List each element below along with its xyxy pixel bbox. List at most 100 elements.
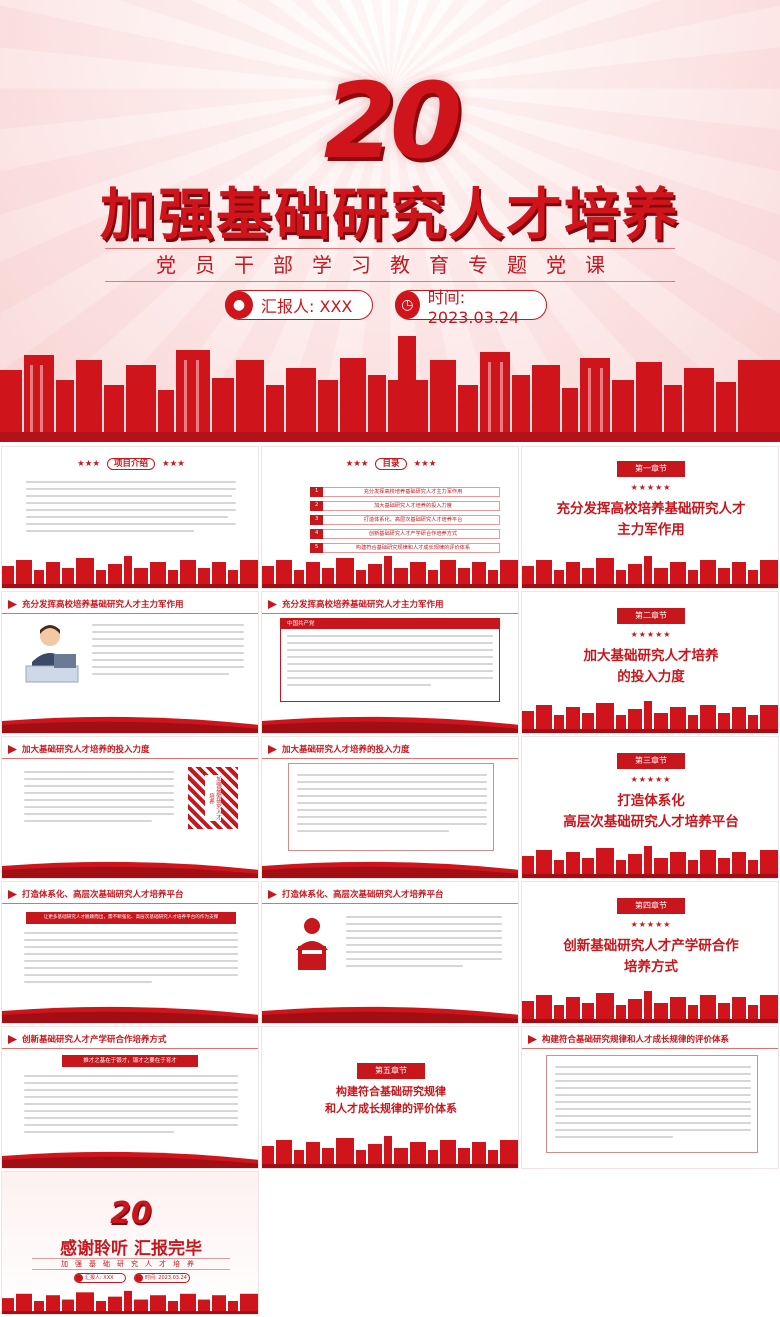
- party-text-box: 中国共产党: [280, 618, 500, 702]
- toc-item-number: 1: [310, 487, 324, 498]
- ending-title: 感谢聆听 汇报完毕: [60, 1239, 202, 1259]
- tile-wave: [262, 716, 518, 733]
- slide-content-2a[interactable]: 加大基础研究人才培养的投入力度 加强基础研究人才培养: [1, 736, 259, 879]
- tile-skyline: [522, 991, 778, 1023]
- cover-number: 20: [323, 60, 463, 182]
- chapter-title: 创新基础研究人才产学研合作 培养方式: [522, 936, 778, 978]
- clock-icon: ◷: [395, 291, 420, 319]
- note-text-box: [288, 763, 494, 851]
- slide-ending[interactable]: 20 感谢聆听 汇报完毕 加强基础研究人才培养 汇报人: XXX 时间: 202…: [1, 1171, 259, 1315]
- cooperation-callout: 推才之基在于锻才，锻才之要在于育才: [62, 1055, 198, 1067]
- chapter-title-line: 和人才成长规律的评价体系: [325, 1102, 457, 1115]
- chapter-title-line: 的投入力度: [617, 669, 685, 685]
- cover-subtitle-frame: 党员干部学习教育专题党课: [105, 248, 675, 282]
- tile-wave: [2, 1006, 258, 1023]
- city-skyline: [0, 336, 780, 442]
- slide-heading: 充分发挥高校培养基础研究人才主力军作用: [2, 596, 258, 614]
- party-box-text: [287, 635, 493, 691]
- slide-content-4a[interactable]: 创新基础研究人才产学研合作培养方式 推才之基在于锻才，锻才之要在于育才: [1, 1026, 259, 1169]
- toc-item[interactable]: 2 加大基础研究人才培养的投入力度: [310, 501, 500, 512]
- chapter-title-line: 创新基础研究人才产学研合作: [563, 938, 739, 954]
- chapter-badge: 第二章节: [617, 608, 685, 624]
- toc-item[interactable]: 4 创新基础研究人才产学研合作培养方式: [310, 529, 500, 540]
- intro-body-text: [26, 481, 236, 537]
- chapter-title-line: 培养方式: [624, 959, 678, 975]
- slide-toc[interactable]: ★★★ 目录 ★★★ 1 充分发挥高校培养基础研究人才主力军作用 2 加大基础研究人…: [261, 446, 519, 589]
- toc-item-number: 2: [310, 501, 324, 512]
- slide-heading: 打造体系化、高层次基础研究人才培养平台: [2, 886, 258, 904]
- toc-stars-right: ★★★: [413, 459, 437, 469]
- tile-wave: [2, 716, 258, 733]
- toc-item-number: 4: [310, 529, 324, 540]
- toc-item-text: 加大基础研究人才培养的投入力度: [374, 503, 452, 509]
- slide-chapter-2[interactable]: 第二章节 ★★★★★ 加大基础研究人才培养 的投入力度: [521, 591, 779, 734]
- slide-chapter-3[interactable]: 第三章节 ★★★★★ 打造体系化 高层次基础研究人才培养平台: [521, 736, 779, 879]
- chapter-title-line: 打造体系化: [617, 793, 685, 809]
- slide-heading: 打造体系化、高层次基础研究人才培养平台: [262, 886, 518, 904]
- slide-heading: 构建符合基础研究规律和人才成长规律的评价体系: [522, 1031, 778, 1049]
- ending-reporter: 汇报人: XXX: [85, 1275, 114, 1281]
- user-icon: [75, 1274, 83, 1282]
- slide-content-5[interactable]: 构建符合基础研究规律和人才成长规律的评价体系: [521, 1026, 779, 1169]
- tile-wave: [2, 1151, 258, 1168]
- slide-heading: 创新基础研究人才产学研合作培养方式: [2, 1031, 258, 1049]
- tile-wave: [262, 861, 518, 878]
- clock-icon: [135, 1274, 143, 1282]
- slide-body-text: [24, 771, 174, 827]
- speaker-icon: [296, 918, 328, 970]
- evaluation-box-text: [555, 1066, 751, 1143]
- slide-chapter-1[interactable]: 第一章节 ★★★★★ 充分发挥高校培养基础研究人才 主力军作用: [521, 446, 779, 589]
- ending-date-pill: 时间: 2023.03.24: [134, 1273, 190, 1283]
- tile-skyline: [522, 556, 778, 588]
- tile-wave: [2, 861, 258, 878]
- slide-chapter-4[interactable]: 第四章节 ★★★★★ 创新基础研究人才产学研合作 培养方式: [521, 881, 779, 1024]
- tile-skyline: [522, 846, 778, 878]
- chapter-title: 构建符合基础研究规律 和人才成长规律的评价体系: [262, 1083, 518, 1117]
- chapter-stars: ★★★★★: [630, 630, 672, 639]
- chapter-title: 充分发挥高校培养基础研究人才 主力军作用: [522, 499, 778, 541]
- chapter-title-line: 充分发挥高校培养基础研究人才: [556, 501, 746, 517]
- slide-content-1a[interactable]: 充分发挥高校培养基础研究人才主力军作用: [1, 591, 259, 734]
- intro-stars-left: ★★★: [77, 459, 101, 469]
- slide-body-text: [24, 1075, 238, 1138]
- presenter-illustration: [25, 625, 79, 683]
- slide-content-1b[interactable]: 充分发挥高校培养基础研究人才主力军作用 中国共产党: [261, 591, 519, 734]
- vertical-label: 加强基础研究人才培养: [205, 775, 221, 821]
- slide-intro[interactable]: ★★★ 项目介绍 ★★★: [1, 446, 259, 589]
- chapter-stars: ★★★★★: [630, 775, 672, 784]
- toc-stars-left: ★★★: [345, 459, 369, 469]
- chapter-badge: 第一章节: [617, 461, 685, 477]
- tile-skyline: [2, 556, 258, 588]
- intro-heading: 项目介绍: [106, 458, 155, 470]
- platform-callout: 让更多基础研究人才脱颖而出，需不断强化、高层次基础研究人才培养平台的作为支撑: [26, 912, 236, 924]
- chapter-title-line: 构建符合基础研究规律: [336, 1085, 446, 1098]
- toc-item-number: 5: [310, 543, 324, 554]
- ending-date: 时间: 2023.03.24: [145, 1275, 187, 1281]
- slide-heading: 加大基础研究人才培养的投入力度: [262, 741, 518, 759]
- tile-skyline: [522, 701, 778, 733]
- intro-heading-row: ★★★ 项目介绍 ★★★: [2, 457, 258, 470]
- slide-content-3b[interactable]: 打造体系化、高层次基础研究人才培养平台: [261, 881, 519, 1024]
- chapter-title: 加大基础研究人才培养 的投入力度: [522, 646, 778, 688]
- toc-item[interactable]: 5 构建符合基础研究规律和人才成长规律的评价体系: [310, 543, 500, 554]
- slide-heading: 充分发挥高校培养基础研究人才主力军作用: [262, 596, 518, 614]
- slide-body-text: [92, 624, 244, 680]
- toc-item[interactable]: 3 打造体系化、高层次基础研究人才培养平台: [310, 515, 500, 526]
- toc-item-number: 3: [310, 515, 324, 526]
- toc-heading-row: ★★★ 目录 ★★★: [262, 457, 518, 470]
- intro-stars-right: ★★★: [161, 459, 185, 469]
- toc-item[interactable]: 1 充分发挥高校培养基础研究人才主力军作用: [310, 487, 500, 498]
- chapter-title-line: 主力军作用: [617, 522, 685, 538]
- tile-wave: [262, 1006, 518, 1023]
- chapter-badge: 第四章节: [617, 898, 685, 914]
- chapter-title: 打造体系化 高层次基础研究人才培养平台: [522, 791, 778, 833]
- slide-heading: 加大基础研究人才培养的投入力度: [2, 741, 258, 759]
- toc-item-text: 打造体系化、高层次基础研究人才培养平台: [363, 517, 463, 523]
- ending-subtitle: 加强基础研究人才培养: [32, 1258, 230, 1270]
- slide-chapter-5[interactable]: 第五章节 构建符合基础研究规律 和人才成长规律的评价体系: [261, 1026, 519, 1169]
- slide-content-3a[interactable]: 打造体系化、高层次基础研究人才培养平台 让更多基础研究人才脱颖而出，需不断强化、…: [1, 881, 259, 1024]
- vertical-label-block: 加强基础研究人才培养: [188, 767, 238, 829]
- slide-content-2b[interactable]: 加大基础研究人才培养的投入力度: [261, 736, 519, 879]
- ending-number: 20: [110, 1196, 152, 1231]
- user-icon: ●: [225, 291, 253, 319]
